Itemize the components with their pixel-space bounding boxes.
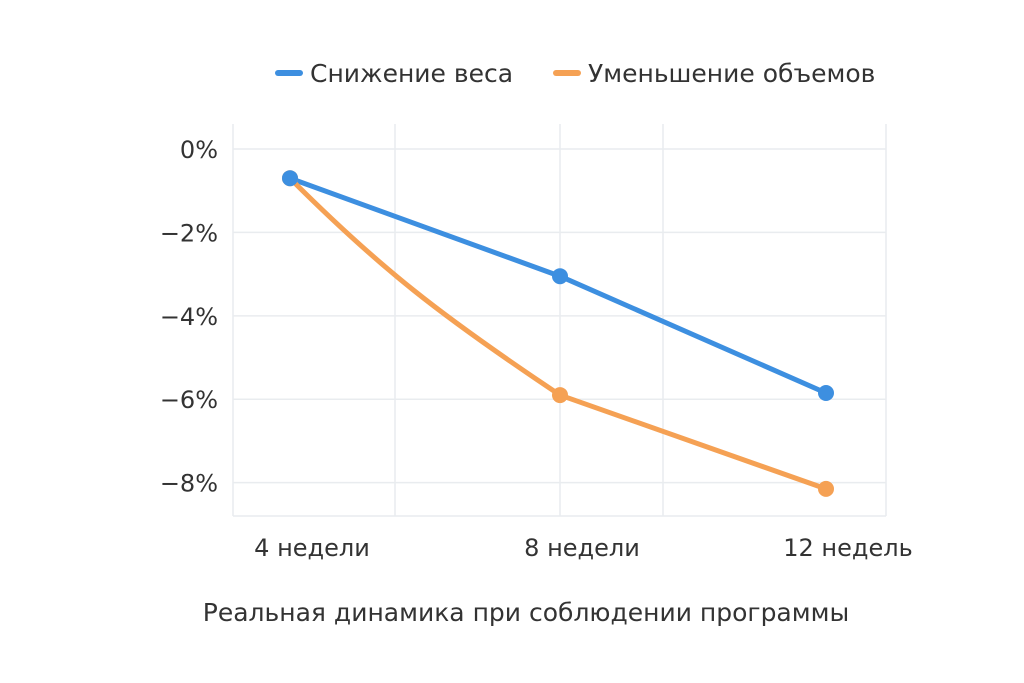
legend-label: Уменьшение объемов xyxy=(588,59,875,88)
legend-label: Снижение веса xyxy=(310,59,513,88)
x-tick-label: 12 недель xyxy=(783,534,912,562)
x-tick-label: 8 недели xyxy=(524,534,640,562)
series-line-0 xyxy=(287,175,829,396)
y-tick-label: 0% xyxy=(180,136,218,164)
y-axis-ticks: 0% −2% −4% −6% −8% xyxy=(160,136,218,498)
x-tick-label: 4 недели xyxy=(254,534,370,562)
data-point xyxy=(818,480,834,497)
series-line-1 xyxy=(287,175,829,492)
data-point xyxy=(552,387,568,404)
data-point xyxy=(818,384,834,401)
grid xyxy=(232,124,887,517)
chart-caption: Реальная динамика при соблюдении програм… xyxy=(203,598,849,627)
y-tick-label: −6% xyxy=(160,386,218,414)
data-point xyxy=(282,170,298,187)
y-tick-label: −2% xyxy=(160,219,218,247)
y-tick-label: −8% xyxy=(160,470,218,498)
x-axis-ticks: 4 недели 8 недели 12 недель xyxy=(254,534,913,562)
legend: Снижение веса Уменьшение объемов xyxy=(275,59,875,88)
series-lines xyxy=(282,170,834,497)
y-tick-label: −4% xyxy=(160,303,218,331)
data-point xyxy=(552,268,568,285)
